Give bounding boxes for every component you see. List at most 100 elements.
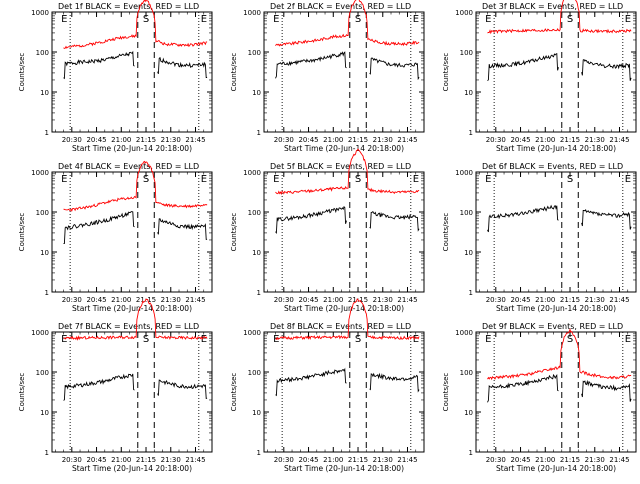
x-axis-label: Start Time (20-Jun-14 20:18:00) [284,464,404,473]
x-tick-label: 21:30 [373,456,393,464]
marker-label-s: S [567,174,573,185]
x-tick-label: 21:45 [397,456,417,464]
x-tick-label: 21:30 [161,136,181,144]
y-axis-label: Counts/sec [230,53,238,92]
marker-label-e: E [61,14,67,25]
marker-label-e: E [273,14,279,25]
x-tick-label: 21:15 [348,136,368,144]
series-events-line [275,367,420,397]
marker-label-e: E [485,334,491,345]
y-axis-label: Counts/sec [18,373,26,412]
y-tick-label: 1 [257,289,261,297]
marker-label-s: S [567,14,573,25]
y-tick-label: 100 [36,369,49,377]
x-tick-label: 21:15 [348,456,368,464]
marker-label-e: E [413,14,419,25]
plot-frame [51,11,213,133]
x-tick-label: 21:30 [585,456,605,464]
y-tick-label: 10 [40,409,49,417]
chart-panel: Det 7f BLACK = Events, RED = LLD 1 10 100 10… [18,298,213,473]
plot-frame [475,171,637,293]
y-axis-label: Counts/sec [442,373,450,412]
chart-panel: Det 5f BLACK = Events, RED = LLD 1 10 100 10… [230,148,425,313]
x-tick-label: 21:30 [373,136,393,144]
x-tick-label: 21:15 [560,136,580,144]
chart-title: Det 4f BLACK = Events, RED = LLD [58,162,199,171]
x-axis-label: Start Time (20-Jun-14 20:18:00) [496,304,616,313]
y-tick-label: 10 [252,249,261,257]
series-lld-line [63,298,208,341]
marker-label-e: E [61,174,67,185]
y-tick-label: 100 [248,49,261,57]
y-tick-label: 100 [460,369,473,377]
plot-frame [475,11,637,133]
series-lld-line [63,160,208,212]
x-tick-label: 21:00 [535,296,555,304]
marker-label-s: S [355,14,361,25]
chart-title: Det 8f BLACK = Events, RED = LLD [270,322,411,331]
y-tick-label: 100 [460,49,473,57]
y-axis-label: Counts/sec [230,213,238,252]
series-lld-line [487,328,632,381]
x-tick-label: 21:30 [161,456,181,464]
y-tick-label: 10 [252,409,261,417]
y-tick-label: 10 [40,249,49,257]
chart-panel: Det 9f BLACK = Events, RED = LLD 1 10 100 10… [442,322,637,473]
y-tick-label: 100 [248,209,261,217]
x-tick-label: 20:30 [486,456,506,464]
x-axis-label: Start Time (20-Jun-14 20:18:00) [284,144,404,153]
x-tick-label: 21:00 [111,136,131,144]
y-tick-label: 100 [36,49,49,57]
y-axis-label: Counts/sec [442,213,450,252]
x-axis-label: Start Time (20-Jun-14 20:18:00) [72,304,192,313]
y-tick-label: 1000 [31,169,49,177]
x-tick-label: 20:45 [298,456,318,464]
x-tick-label: 21:15 [560,296,580,304]
x-tick-label: 20:45 [86,456,106,464]
y-tick-label: 1 [257,129,261,137]
series-events-line [63,50,208,80]
chart-title: Det 5f BLACK = Events, RED = LLD [270,162,411,171]
marker-label-e: E [201,174,207,185]
series-events-line [63,373,208,401]
x-tick-label: 20:45 [86,136,106,144]
marker-label-e: E [625,14,631,25]
x-tick-label: 20:45 [298,296,318,304]
series-events-line [63,211,208,245]
plot-frame [51,331,213,453]
marker-label-e: E [413,334,419,345]
chart-title: Det 3f BLACK = Events, RED = LLD [482,2,623,11]
x-tick-label: 21:45 [185,136,205,144]
marker-label-e: E [485,14,491,25]
series-lld-line [487,0,632,35]
x-tick-label: 20:30 [62,296,82,304]
x-tick-label: 20:30 [62,456,82,464]
x-tick-label: 21:00 [111,296,131,304]
chart-title: Det 9f BLACK = Events, RED = LLD [482,322,623,331]
chart-panel: Det 2f BLACK = Events, RED = LLD 1 10 100 10… [230,0,425,153]
marker-label-s: S [143,174,149,185]
chart-panel: Det 8f BLACK = Events, RED = LLD 1 10 100 10… [230,298,425,473]
x-tick-label: 20:45 [510,136,530,144]
x-tick-label: 20:45 [86,296,106,304]
x-tick-label: 20:30 [62,136,82,144]
x-tick-label: 21:00 [111,456,131,464]
y-tick-label: 1 [469,129,473,137]
x-tick-label: 21:30 [373,296,393,304]
y-tick-label: 1 [257,449,261,457]
y-tick-label: 1 [45,289,49,297]
series-lld-line [63,0,208,49]
series-lld-line [275,298,420,341]
y-tick-label: 100 [460,209,473,217]
x-tick-label: 21:30 [161,296,181,304]
y-axis-label: Counts/sec [18,53,26,92]
marker-label-e: E [625,334,631,345]
x-tick-label: 21:45 [609,136,629,144]
x-tick-label: 21:15 [136,456,156,464]
x-tick-label: 20:30 [274,136,294,144]
y-tick-label: 1000 [243,169,261,177]
marker-label-s: S [355,334,361,345]
y-tick-label: 10 [40,89,49,97]
